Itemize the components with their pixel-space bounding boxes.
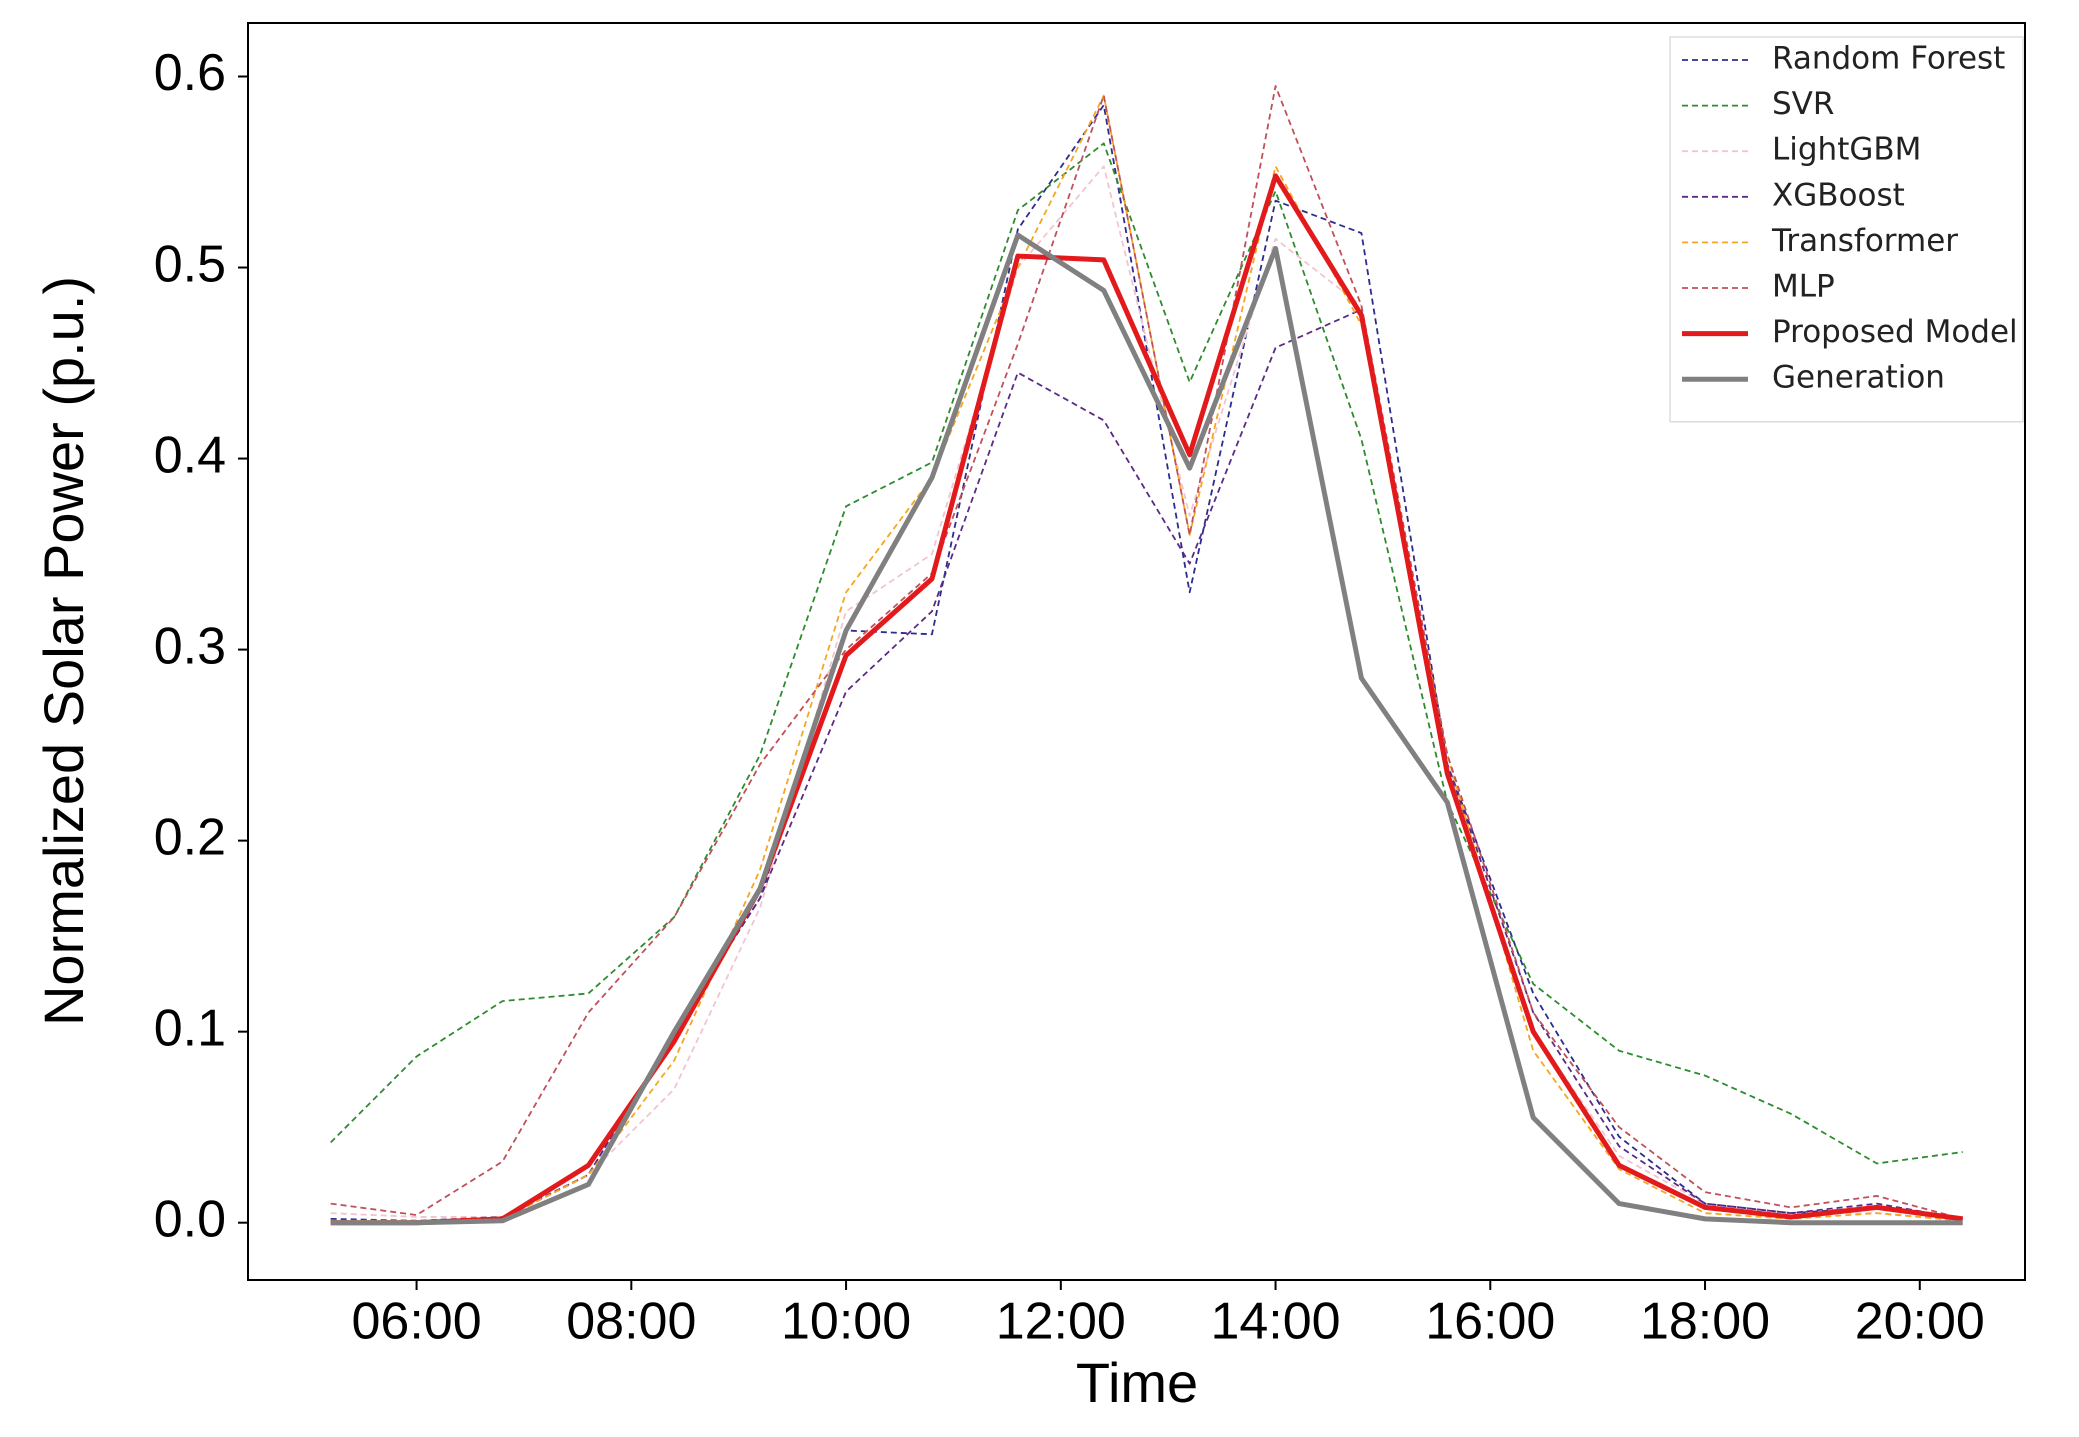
legend-label: XGBoost [1772, 177, 1905, 213]
y-tick-label: 0.1 [154, 999, 226, 1057]
series-line [330, 165, 1963, 1222]
y-tick-label: 0.5 [154, 235, 226, 293]
series-line [330, 308, 1963, 1222]
series-line [330, 142, 1963, 1165]
series-line [330, 173, 1964, 1226]
legend-label: MLP [1772, 269, 1835, 305]
x-tick-label: 06:00 [352, 1293, 482, 1351]
x-tick-label: 16:00 [1425, 1293, 1555, 1351]
x-tick-label: 12:00 [996, 1293, 1126, 1351]
series-line [330, 232, 1963, 1226]
x-axis-label: Time [1076, 1351, 1198, 1414]
x-tick-label: 08:00 [566, 1293, 696, 1351]
series-line [330, 104, 1963, 1222]
legend-label: SVR [1772, 86, 1834, 122]
legend-frame [1669, 36, 2024, 423]
y-tick-label: 0.6 [154, 44, 226, 102]
legend-label: Random Forest [1772, 41, 2005, 77]
y-tick-label: 0.2 [154, 808, 226, 866]
legend-label: LightGBM [1772, 132, 1921, 168]
y-tick-label: 0.3 [154, 617, 226, 675]
y-tick-label: 0.4 [154, 426, 226, 484]
legend: Random Forest SVR LightGBM XGBoost Transform… [1669, 36, 2024, 423]
series-line [330, 85, 1963, 1220]
x-tick-label: 10:00 [781, 1293, 911, 1351]
x-tick-label: 18:00 [1640, 1293, 1770, 1351]
x-tick-label: 14:00 [1210, 1293, 1340, 1351]
legend-label: Proposed Model [1772, 314, 2018, 350]
y-axis-label: Normalized Solar Power (p.u.) [32, 276, 95, 1026]
plot-frame [247, 22, 2026, 1281]
x-tick-label: 20:00 [1855, 1293, 1985, 1351]
y-tick-label: 0.0 [154, 1190, 226, 1248]
legend-label: Generation [1772, 360, 1945, 396]
legend-label: Transformer [1771, 223, 1958, 259]
